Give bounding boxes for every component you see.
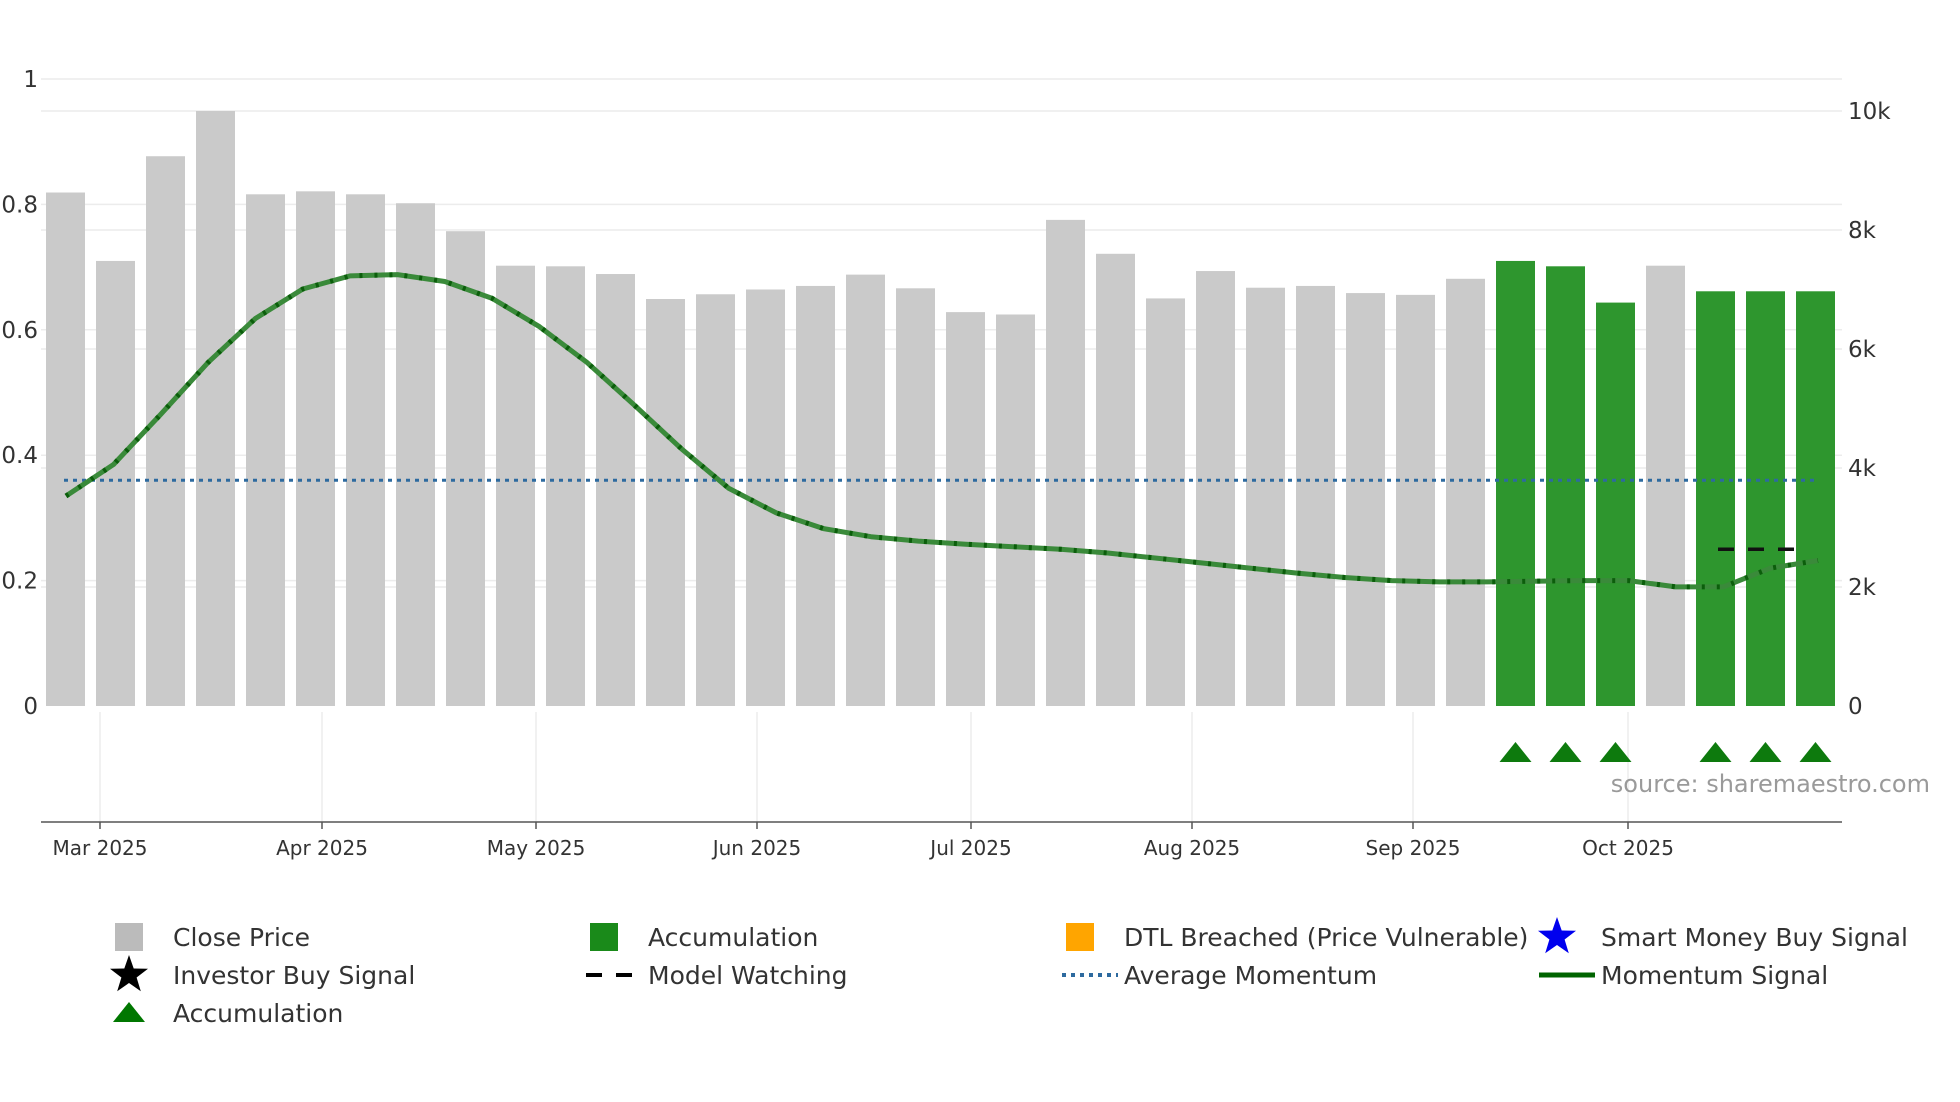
left-axis-tick: 0.6 — [1, 318, 38, 344]
right-axis-tick: 2k — [1848, 575, 1877, 601]
close-price-bar — [396, 203, 435, 706]
close-price-bar — [246, 194, 285, 707]
investor-buy-star-icon — [110, 955, 148, 992]
accumulation-marker — [1799, 742, 1832, 762]
accumulation-bar — [1746, 291, 1785, 706]
right-axis-tick: 8k — [1848, 218, 1877, 244]
accumulation-marker — [1749, 742, 1782, 762]
close-price-bar — [596, 274, 635, 706]
left-axis-tick: 1 — [23, 67, 38, 93]
close-price-bar — [846, 274, 885, 706]
smart-money-star-icon — [1538, 917, 1576, 954]
close-price-bar — [1296, 285, 1335, 706]
accumulation-triangle-icon — [113, 1002, 145, 1022]
accumulation-marker — [1499, 742, 1532, 762]
close-price-bar — [446, 231, 485, 706]
accumulation-marker — [1699, 742, 1732, 762]
close-price-bar — [796, 285, 835, 706]
x-axis-tick: Sep 2025 — [1366, 836, 1461, 860]
close-price-bar — [1196, 271, 1235, 706]
close-price-bar — [1146, 298, 1185, 706]
accumulation-markers — [1499, 742, 1832, 762]
accumulation-bar — [1796, 291, 1835, 706]
right-axis-tick: 0 — [1848, 694, 1863, 720]
average-momentum-legend-label: Average Momentum — [1124, 961, 1377, 990]
close-price-bar — [896, 288, 935, 706]
smart-money-legend-label: Smart Money Buy Signal — [1601, 923, 1908, 952]
source-label: source: sharemaestro.com — [1611, 770, 1930, 798]
dtl_breached-legend-swatch — [1066, 923, 1094, 951]
accumulation-bar — [1496, 260, 1535, 706]
accumulation-marker-legend-label: Accumulation — [173, 999, 343, 1028]
x-axis-tick: Oct 2025 — [1582, 836, 1674, 860]
x-axis-tick: Jun 2025 — [711, 836, 802, 860]
x-axis-tick: Mar 2025 — [53, 836, 148, 860]
close-price-bar — [1346, 293, 1385, 706]
close-price-bar — [1246, 287, 1285, 706]
x-axis-tick: May 2025 — [487, 836, 586, 860]
close-price-bar — [46, 192, 85, 706]
legend: Close Price Accumulation DTL Breached (Pri… — [110, 917, 1908, 1028]
close-price-bar — [196, 111, 235, 706]
accumulation_bar-legend-swatch — [590, 923, 618, 951]
right-axis-tick: 4k — [1848, 456, 1877, 482]
gridlines — [41, 78, 1842, 822]
close-price-bar — [996, 314, 1035, 706]
x-axis-tick: Aug 2025 — [1144, 836, 1240, 860]
investor-buy-legend-label: Investor Buy Signal — [173, 961, 415, 990]
accumulation-bar — [1696, 291, 1735, 706]
x-axis-tick: Jul 2025 — [928, 836, 1011, 860]
close-price-bar — [1396, 294, 1435, 706]
left-axis-tick: 0.8 — [1, 192, 38, 218]
close-price-bar — [696, 294, 735, 706]
dtl-breached-legend-label: DTL Breached (Price Vulnerable) — [1124, 923, 1528, 952]
close-price-bar — [1646, 265, 1685, 706]
signal-lines — [64, 272, 1819, 590]
close-price-bar — [1046, 219, 1085, 706]
momentum-signal-legend-label: Momentum Signal — [1601, 961, 1828, 990]
left-axis-tick: 0.2 — [1, 569, 38, 595]
close-price-bar — [946, 312, 985, 706]
close-price-bar — [496, 265, 535, 706]
accumulation-bar — [1596, 302, 1635, 706]
close-price-bar — [296, 191, 335, 706]
close-price-bar — [1446, 278, 1485, 706]
close-price-bar — [546, 266, 585, 706]
model-watching-legend-label: Model Watching — [648, 961, 848, 990]
close-price-legend-label: Close Price — [173, 923, 310, 952]
momentum-signal-line — [64, 272, 1819, 590]
right-axis-tick: 10k — [1848, 99, 1891, 125]
accumulation-marker — [1549, 742, 1582, 762]
close-price-bar — [146, 156, 185, 707]
left-axis-tick: 0 — [23, 694, 38, 720]
close-price-bar — [346, 194, 385, 707]
left-axis-tick: 0.4 — [1, 443, 38, 469]
close-price-bar — [96, 260, 135, 706]
accumulation-marker — [1599, 742, 1632, 762]
accumulation-bar-legend-label: Accumulation — [648, 923, 818, 952]
price-bars — [46, 111, 1835, 707]
accumulation-bar — [1546, 266, 1585, 706]
close-price-bar — [646, 299, 685, 706]
close_price-legend-swatch — [115, 923, 143, 951]
close-price-bar — [746, 289, 785, 706]
axes: 0 0.2 0.4 0.6 0.8 1 0 2k 4k 6k 8k 10k Mar 2025 Apr 20… — [1, 67, 1891, 860]
x-axis-tick: Apr 2025 — [276, 836, 368, 860]
right-axis-tick: 6k — [1848, 337, 1877, 363]
